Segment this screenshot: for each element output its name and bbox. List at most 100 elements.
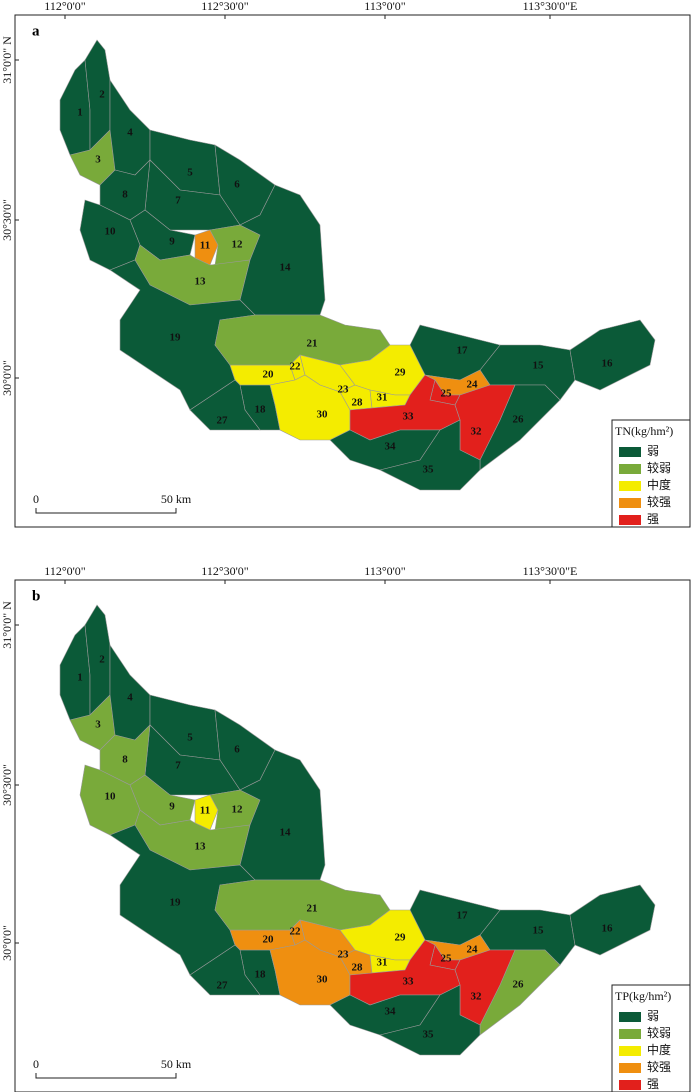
region-label: 22 [290,926,302,938]
legend-swatch [619,481,641,491]
region-label: 5 [187,732,193,744]
region [239,184,326,316]
map-panel: 112°0'0" 112°30'0" 113°0'0" 113°30'0"E 31°0'… [0,0,691,528]
region-label: 32 [471,426,483,438]
scale-label: 50 km [161,1057,192,1071]
region-label: 34 [385,1006,397,1018]
legend-label: 中度 [647,477,671,492]
region [379,984,481,1056]
scale-bar [35,508,177,514]
region-label: 29 [395,932,407,944]
latitude-label: 31°0'0" N [0,601,14,649]
legend-label: 较弱 [647,1025,671,1040]
region-label: 30 [317,974,329,986]
region-label: 14 [280,827,292,839]
region-label: 27 [217,415,229,427]
region-label: 6 [234,179,240,191]
legend-title: TP(kg/hm²) [615,989,671,1003]
longitude-label: 113°30'0"E [523,0,578,13]
region-label: 35 [423,1029,435,1041]
region-label: 7 [175,760,181,772]
region-label: 4 [127,692,133,704]
region-label: 18 [255,404,267,416]
region-label: 25 [441,953,453,965]
region-label: 2 [99,89,105,101]
region-label: 16 [602,923,614,935]
region-label: 3 [95,719,101,731]
region-label: 31 [377,392,388,404]
region-label: 15 [533,360,545,372]
region-label: 31 [377,957,388,969]
panel-letter: b [32,588,40,604]
region-label: 7 [175,195,181,207]
region-label: 20 [263,934,275,946]
latitude-label: 30°0'0" [0,925,14,961]
region-label: 1 [77,107,83,119]
region-label: 9 [169,801,175,813]
legend-label: 弱 [647,1009,659,1023]
region-label: 27 [217,980,229,992]
region-label: 33 [403,976,415,988]
region-label: 13 [195,841,207,853]
region-label: 4 [127,127,133,139]
legend-swatch [619,1046,641,1056]
region-label: 21 [307,338,318,350]
legend-swatch [619,447,641,457]
legend-swatch [619,464,641,474]
region-label: 16 [602,358,614,370]
legend-label: 较强 [647,1059,671,1074]
region-label: 12 [232,804,244,816]
legend-swatch [619,1029,641,1039]
region-label: 30 [317,409,329,421]
region-label: 8 [122,189,128,201]
scale-label: 0 [33,1057,39,1071]
scale-bar [35,1073,177,1079]
region-label: 10 [105,226,117,238]
region-label: 28 [352,962,364,974]
legend-label: 弱 [647,444,659,458]
region-label: 23 [338,384,350,396]
region-label: 24 [467,944,479,956]
legend-title: TN(kg/hm²) [615,424,673,438]
longitude-label: 113°30'0"E [523,564,578,578]
panel-letter: a [32,23,40,39]
region-label: 11 [200,240,210,252]
region-label: 11 [200,805,210,817]
region-label: 34 [385,441,397,453]
region [239,749,326,881]
region-label: 29 [395,367,407,379]
longitude-label: 112°30'0" [201,0,249,13]
region-label: 9 [169,236,175,248]
region [194,229,219,266]
latitude-label: 30°30'0" [0,199,14,241]
region-label: 14 [280,262,292,274]
longitude-label: 113°0'0" [364,564,406,578]
region-label: 21 [307,903,318,915]
scale-label: 50 km [161,492,192,506]
region-label: 26 [513,414,525,426]
region-label: 35 [423,464,435,476]
region-label: 8 [122,754,128,766]
scale-label: 0 [33,492,39,506]
region [189,944,261,996]
legend-label: 较强 [647,494,671,509]
latitude-label: 30°30'0" [0,764,14,806]
region-label: 2 [99,654,105,666]
map-panel: 112°0'0" 112°30'0" 113°0'0" 113°30'0"E 31°0'… [0,564,691,1092]
longitude-label: 112°0'0" [44,0,86,13]
region-label: 33 [403,411,415,423]
region-label: 3 [95,154,101,166]
region [379,419,481,491]
legend-label: 强 [647,512,659,526]
region-label: 28 [352,397,364,409]
region [189,379,261,431]
region-label: 10 [105,791,117,803]
region-label: 20 [263,369,275,381]
legend-label: 较弱 [647,460,671,475]
region-label: 12 [232,239,244,251]
region-label: 26 [513,979,525,991]
region-label: 25 [441,388,453,400]
longitude-label: 113°0'0" [364,0,406,13]
region-label: 19 [170,332,182,344]
